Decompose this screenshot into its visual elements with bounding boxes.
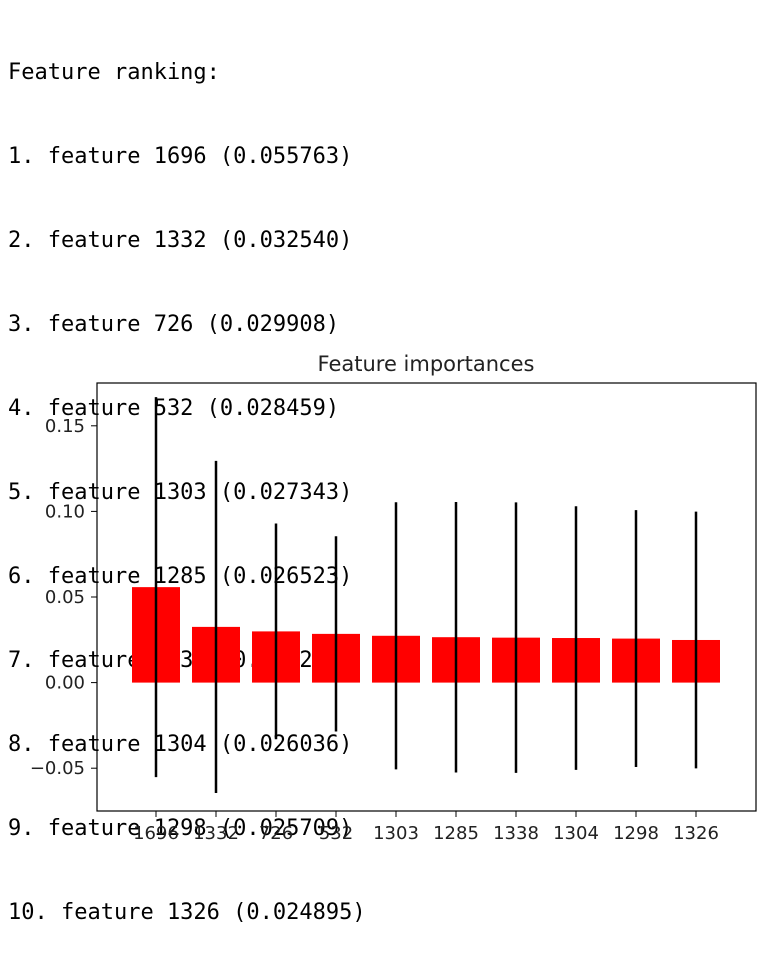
x-tick-label: 1332 [193,823,239,844]
bars-group [132,587,720,683]
console-line: 8. feature 1304 (0.026036) [8,732,353,757]
error-bars-group [154,397,698,793]
console-line: 4. feature 532 (0.028459) [8,396,340,421]
console-line: 6. feature 1285 (0.026523) [8,564,353,589]
console-line: 5. feature 1303 (0.027343) [8,480,353,505]
x-tick-label: 726 [259,823,293,844]
y-tick-label: 0.15 [45,416,85,437]
plot-frame [96,382,757,812]
x-axis: 1696 1332 726 532 1303 1285 1338 1304 1298 1326 [133,811,719,844]
x-tick-label: 532 [319,823,353,844]
console-line: 9. feature 1298 (0.025709) [8,816,353,841]
feature-importances-chart: Feature importances −0.05 0.00 0.05 0.10 0.1… [30,352,757,844]
x-tick-label: 1298 [613,823,659,844]
x-tick-label: 1285 [433,823,479,844]
console-header: Feature ranking: [8,60,220,85]
console-line: 3. feature 726 (0.029908) [8,312,340,337]
y-tick-label: 0.00 [45,673,85,694]
console-line: 1. feature 1696 (0.055763) [8,144,353,169]
y-tick-label: 0.05 [45,587,85,608]
console-line: 2. feature 1332 (0.032540) [8,228,353,253]
y-tick-label: −0.05 [30,758,85,779]
chart-title: Feature importances [318,352,535,376]
x-tick-label: 1326 [673,823,719,844]
x-tick-label: 1304 [553,823,599,844]
x-tick-label: 1338 [493,823,539,844]
x-tick-label: 1696 [133,823,179,844]
x-tick-label: 1303 [373,823,419,844]
y-axis: −0.05 0.00 0.05 0.10 0.15 [30,416,97,779]
console-line: 10. feature 1326 (0.024895) [8,900,366,925]
y-tick-label: 0.10 [45,501,85,522]
